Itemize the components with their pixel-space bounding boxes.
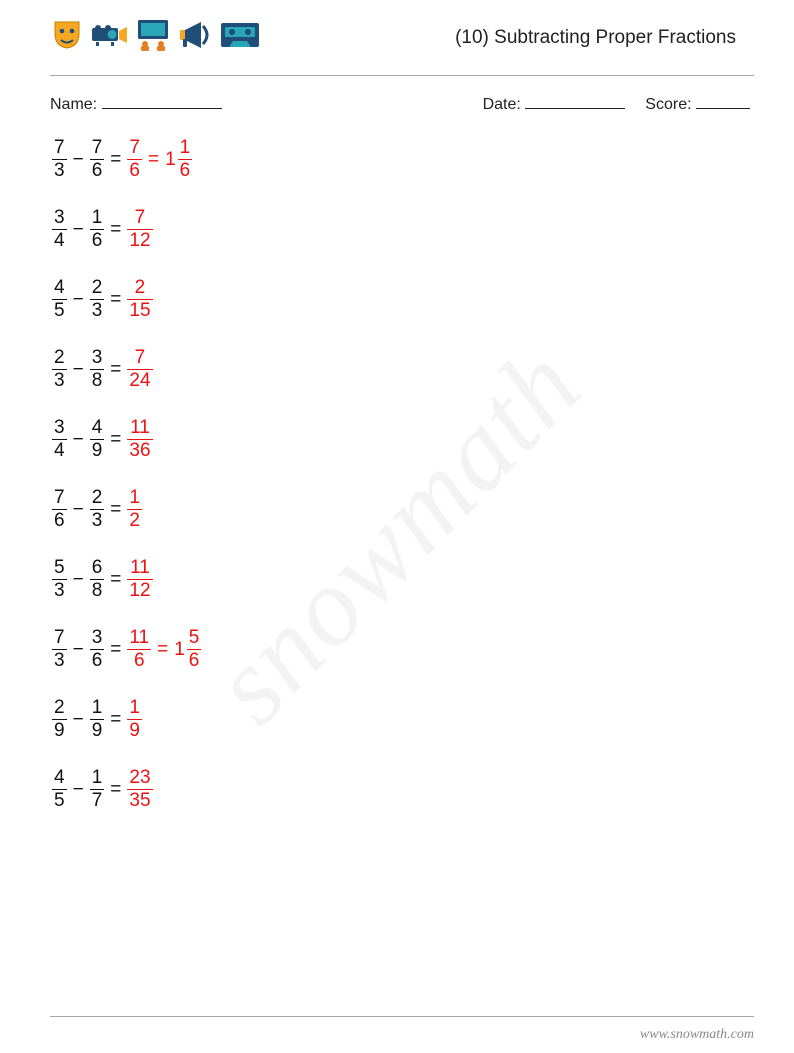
date-label: Date: (483, 96, 521, 113)
cassette-icon (220, 21, 260, 54)
name-field[interactable] (102, 92, 222, 109)
mask-icon (50, 18, 84, 57)
answer: 12 (127, 488, 142, 531)
screen-icon (134, 18, 172, 57)
answer: 2335 (127, 768, 152, 811)
header: (10) Subtracting Proper Fractions (50, 18, 754, 76)
megaphone-icon (178, 19, 214, 56)
score-label: Score: (645, 96, 691, 113)
answer: 724 (127, 348, 152, 391)
page-title: (10) Subtracting Proper Fractions (455, 27, 754, 49)
answer: 1112 (127, 558, 152, 601)
answer: 19 (127, 698, 142, 741)
footer-rule (50, 1016, 754, 1017)
equation-row: 45−23=215 (52, 272, 754, 328)
projector-icon (90, 20, 128, 55)
meta-row: Name: Date: Score: (50, 76, 754, 130)
answer: 1136 (127, 418, 152, 461)
equation-row: 73−36=116=156 (52, 622, 754, 678)
equation-row: 53−68=1112 (52, 552, 754, 608)
equation-row: 34−16=712 (52, 202, 754, 258)
problems-list: 73−76=76=116 34−16=712 45−23=215 23−38=724 3… (50, 130, 754, 818)
answer: 116=156 (127, 628, 201, 671)
date-field[interactable] (525, 92, 625, 109)
header-icons (50, 18, 260, 57)
equation-row: 76−23=12 (52, 482, 754, 538)
answer: 215 (127, 278, 152, 321)
equation-row: 45−17=2335 (52, 762, 754, 818)
equation-row: 29−19=19 (52, 692, 754, 748)
name-label: Name: (50, 96, 97, 113)
equation-row: 73−76=76=116 (52, 132, 754, 188)
score-field[interactable] (696, 92, 750, 109)
answer: 76=116 (127, 138, 192, 181)
footer-link: www.snowmath.com (640, 1027, 754, 1043)
equation-row: 34−49=1136 (52, 412, 754, 468)
answer: 712 (127, 208, 152, 251)
equation-row: 23−38=724 (52, 342, 754, 398)
